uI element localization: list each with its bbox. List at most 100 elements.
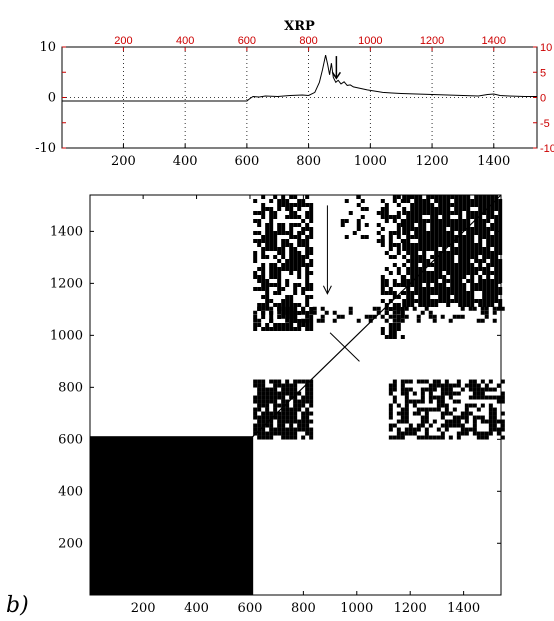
recurrence-cell bbox=[432, 419, 437, 424]
recurrence-cell bbox=[293, 383, 298, 388]
recurrence-cell bbox=[486, 255, 491, 259]
recurrence-cell bbox=[297, 419, 302, 424]
recurrence-cell bbox=[450, 203, 455, 207]
recurrence-cell bbox=[422, 231, 427, 235]
recurrence-cell bbox=[309, 323, 314, 327]
recurrence-cell bbox=[500, 395, 505, 400]
recurrence-cell bbox=[450, 223, 455, 227]
recurrence-cell bbox=[265, 327, 270, 331]
recurrence-cell bbox=[484, 387, 489, 392]
recurrence-cell bbox=[430, 275, 435, 279]
recurrence-cell bbox=[414, 211, 419, 215]
recurrence-cell bbox=[289, 423, 294, 428]
recurrence-cell bbox=[450, 211, 455, 215]
recurrence-cell bbox=[468, 387, 473, 392]
recurrence-cell bbox=[297, 235, 302, 239]
recurrence-cell bbox=[446, 231, 451, 235]
recurrence-cell bbox=[482, 207, 487, 211]
recurrence-cell bbox=[396, 247, 401, 251]
recurrence-cell bbox=[320, 314, 325, 319]
recurrence-cell bbox=[426, 219, 431, 223]
recurrence-cell bbox=[462, 203, 467, 207]
y-tick-label: 400 bbox=[58, 484, 83, 499]
recurrence-cell bbox=[442, 207, 447, 211]
recurrence-cell bbox=[273, 275, 278, 279]
recurrence-cell bbox=[269, 411, 274, 416]
recurrence-cell bbox=[309, 387, 314, 392]
recurrence-cell bbox=[466, 227, 471, 231]
recurrence-cell bbox=[396, 295, 401, 299]
recurrence-cell bbox=[293, 387, 298, 392]
recurrence-cell bbox=[478, 259, 483, 263]
recurrence-cell bbox=[434, 223, 439, 227]
recurrence-cell bbox=[285, 323, 290, 327]
recurrence-cell bbox=[253, 231, 258, 235]
recurrence-cell bbox=[472, 431, 477, 436]
recurrence-cell bbox=[253, 310, 258, 315]
recurrence-cell bbox=[440, 387, 445, 392]
recurrence-cell bbox=[430, 239, 435, 243]
recurrence-cell bbox=[484, 395, 489, 400]
recurrence-cell bbox=[305, 415, 310, 420]
recurrence-cell bbox=[488, 419, 493, 424]
recurrence-cell bbox=[265, 395, 270, 400]
recurrence-cell bbox=[454, 207, 459, 211]
recurrence-cell bbox=[301, 203, 306, 207]
recurrence-cell bbox=[474, 203, 479, 207]
recurrence-cell bbox=[253, 427, 258, 432]
recurrence-cell bbox=[418, 239, 423, 243]
recurrence-cell bbox=[472, 423, 477, 428]
recurrence-cell bbox=[430, 211, 435, 215]
recurrence-cell bbox=[428, 314, 433, 319]
recurrence-cell bbox=[305, 215, 310, 219]
recurrence-cell bbox=[422, 235, 427, 239]
recurrence-cell bbox=[498, 207, 503, 211]
recurrence-cell bbox=[482, 199, 487, 203]
recurrence-cell bbox=[410, 207, 415, 211]
recurrence-cell bbox=[498, 271, 503, 275]
recurrence-cell bbox=[277, 403, 282, 408]
recurrence-cell bbox=[281, 251, 286, 255]
recurrence-cell bbox=[257, 399, 262, 404]
recurrence-cell bbox=[486, 251, 491, 255]
recurrence-cell bbox=[424, 431, 429, 436]
recurrence-cell bbox=[273, 239, 278, 243]
recurrence-cell bbox=[289, 431, 294, 436]
recurrence-cell bbox=[309, 319, 314, 323]
recurrence-cell bbox=[448, 387, 453, 392]
recurrence-cell bbox=[277, 327, 282, 331]
recurrence-cell bbox=[273, 415, 278, 420]
recurrence-cell bbox=[388, 423, 393, 428]
recurrence-cell bbox=[253, 395, 258, 400]
recurrence-cell bbox=[430, 287, 435, 291]
recurrence-cell bbox=[440, 314, 445, 319]
recurrence-cell bbox=[265, 247, 270, 251]
recurrence-cell bbox=[380, 327, 385, 331]
recurrence-cell bbox=[404, 314, 409, 319]
recurrence-cell bbox=[261, 215, 266, 219]
recurrence-cell bbox=[285, 419, 290, 424]
recurrence-cell bbox=[305, 379, 310, 384]
recurrence-cell bbox=[462, 263, 467, 267]
recurrence-cell bbox=[446, 295, 451, 299]
recurrence-cell bbox=[265, 435, 270, 440]
recurrence-cell bbox=[482, 287, 487, 291]
cross-line bbox=[329, 332, 360, 362]
recurrence-cell bbox=[289, 259, 294, 263]
recurrence-cell bbox=[494, 295, 499, 299]
recurrence-cell bbox=[376, 211, 381, 215]
recurrence-cell bbox=[486, 207, 491, 211]
top-x-tick-label: 400 bbox=[176, 35, 194, 47]
recurrence-cell bbox=[468, 403, 473, 408]
recurrence-cell bbox=[450, 227, 455, 231]
recurrence-cell bbox=[402, 255, 407, 259]
recurrence-cell bbox=[430, 231, 435, 235]
recurrence-cell bbox=[464, 431, 469, 436]
recurrence-cell bbox=[253, 318, 258, 323]
recurrence-cell bbox=[430, 255, 435, 259]
recurrence-cell bbox=[498, 251, 503, 255]
recurrence-cell bbox=[474, 247, 479, 251]
recurrence-cell bbox=[462, 255, 467, 259]
recurrence-cell bbox=[462, 271, 467, 275]
recurrence-cell bbox=[388, 291, 393, 295]
